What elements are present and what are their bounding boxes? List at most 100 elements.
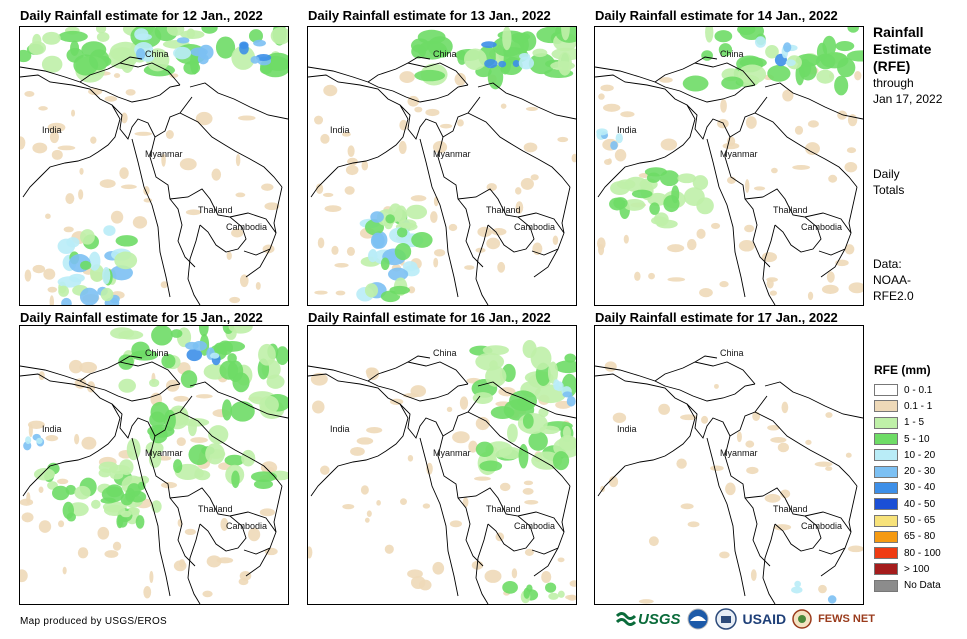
map-label-india: India <box>617 125 637 135</box>
country-border <box>245 485 283 577</box>
rainfall-patch <box>710 222 721 230</box>
rainfall-patch <box>186 28 196 39</box>
country-border <box>477 381 576 419</box>
rainfall-patch <box>522 487 534 495</box>
map-label-myanmar: Myanmar <box>720 448 758 458</box>
rainfall-patch <box>530 346 552 370</box>
country-border <box>706 138 746 298</box>
rainfall-patch <box>151 326 173 346</box>
rainfall-patch <box>554 360 576 374</box>
rainfall-patch <box>718 43 733 57</box>
rainfall-patch <box>846 50 863 62</box>
rainfall-patch <box>714 383 719 389</box>
rainfall-patch <box>135 33 152 41</box>
rainfall-patch <box>615 133 623 144</box>
rainfall-patch <box>512 59 520 68</box>
rainfall-patch <box>102 266 111 285</box>
country-border <box>131 437 171 597</box>
rainfall-patch <box>539 425 560 435</box>
rainfall-patch <box>519 53 531 60</box>
rainfall-patch <box>396 227 408 238</box>
rainfall-patch <box>341 132 351 137</box>
rainfall-patch <box>411 231 433 248</box>
rainfall-patch <box>226 251 232 260</box>
rainfall-patch <box>561 27 570 41</box>
legend-label: 40 - 50 <box>904 498 936 510</box>
rainfall-patch <box>440 123 453 129</box>
map-label-china: China <box>433 348 457 358</box>
rainfall-patch <box>179 158 197 171</box>
rainfall-patch <box>28 41 47 55</box>
map-label-myanmar: Myanmar <box>433 448 471 458</box>
rainfall-patch <box>231 45 256 70</box>
rainfall-patch <box>745 116 757 129</box>
rainfall-patch <box>766 277 778 282</box>
rainfall-patch <box>61 297 72 305</box>
agency-logos: USGS USAID FEWS NET <box>616 606 875 632</box>
rainfall-patch <box>459 396 469 410</box>
legend-item: 65 - 80 <box>874 529 941 545</box>
rainfall-patch <box>719 281 729 288</box>
country-border <box>654 361 756 385</box>
rainfall-patch <box>794 125 804 135</box>
rainfall-patch <box>176 437 186 447</box>
rainfall-patch <box>398 140 407 155</box>
rainfall-patch <box>426 462 433 475</box>
noaa-logo-icon <box>687 608 709 630</box>
rainfall-map-panel: China India Myanmar Thailand Cambodia <box>594 26 864 306</box>
legend-item: > 100 <box>874 561 941 577</box>
rainfall-patch <box>91 499 101 509</box>
rainfall-patch <box>545 582 557 593</box>
rainfall-patch <box>649 202 660 215</box>
rainfall-patch <box>65 193 75 205</box>
rainfall-patch <box>315 183 324 194</box>
rainfall-patch <box>258 343 276 366</box>
rainfall-patch <box>491 228 507 236</box>
rainfall-patch <box>523 142 538 153</box>
rainfall-patch <box>565 594 576 600</box>
rainfall-patch <box>785 59 796 67</box>
country-border <box>694 56 718 64</box>
rainfall-patch <box>507 423 518 443</box>
country-border <box>754 112 858 188</box>
rainfall-patch <box>350 447 365 456</box>
country-border <box>595 365 756 402</box>
rainfall-patch <box>736 431 742 443</box>
country-border <box>79 62 181 86</box>
rainfall-patch <box>738 240 755 252</box>
rainfall-patch <box>773 524 792 531</box>
rainfall-patch <box>201 27 218 34</box>
rainfall-patch <box>88 88 103 96</box>
country-border <box>149 136 196 268</box>
rainfall-patch <box>520 177 534 190</box>
rainfall-patch <box>600 84 614 92</box>
rainfall-patch <box>184 528 196 536</box>
map-label-china: China <box>433 49 457 59</box>
rainfall-patch <box>433 257 439 268</box>
rainfall-patch <box>239 570 252 581</box>
rainfall-patch <box>56 478 69 485</box>
rainfall-patch <box>221 399 233 421</box>
rainfall-patch <box>81 436 97 450</box>
rainfall-patch <box>121 112 128 124</box>
rainfall-patch <box>388 267 409 281</box>
rainfall-patch <box>745 440 755 448</box>
rainfall-patch <box>753 186 766 191</box>
legend-swatch <box>874 416 898 429</box>
rainfall-patch <box>128 507 140 516</box>
rainfall-patch <box>136 48 146 61</box>
country-border <box>533 186 571 278</box>
rainfall-patch <box>598 93 605 100</box>
rainfall-patch <box>210 352 220 359</box>
rainfall-patch <box>515 201 524 214</box>
rainfall-patch <box>100 287 114 302</box>
rainfall-patch <box>754 36 767 48</box>
rainfall-patch <box>38 106 48 111</box>
legend-item: 20 - 30 <box>874 463 941 479</box>
rainfall-patch <box>854 70 862 81</box>
rainfall-patch <box>687 239 697 251</box>
rainfall-patch <box>78 189 84 200</box>
rainfall-patch <box>224 454 245 466</box>
through-date: Jan 17, 2022 <box>873 92 943 106</box>
rainfall-patch <box>407 569 423 579</box>
